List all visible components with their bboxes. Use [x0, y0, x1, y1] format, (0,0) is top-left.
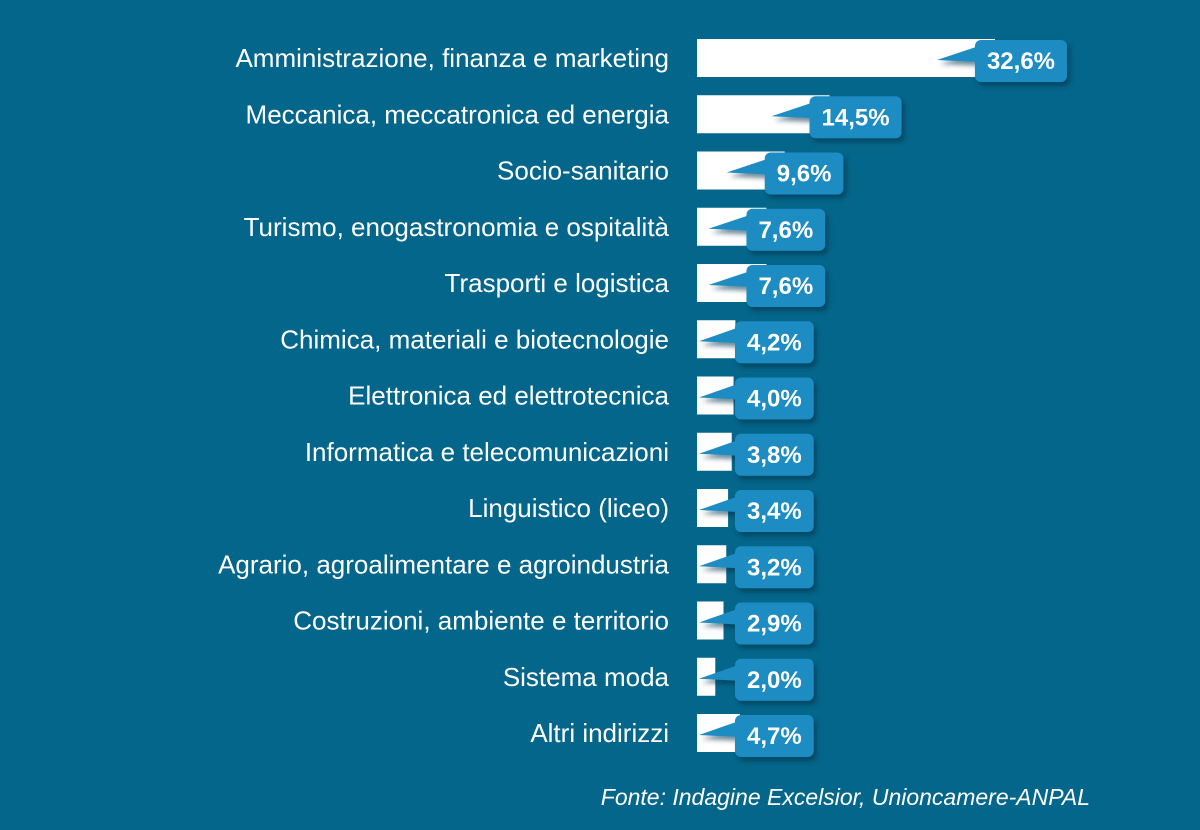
category-label: Trasporti e logistica — [445, 268, 670, 298]
value-label-text: 3,8% — [747, 442, 802, 469]
category-label: Altri indirizzi — [530, 718, 669, 748]
bar-row: Socio-sanitario 9,6% — [497, 151, 844, 195]
bar-row: Costruzioni, ambiente e territorio 2,9% — [293, 601, 814, 645]
bar-row: Trasporti e logistica 7,6% — [445, 264, 826, 307]
value-label — [708, 208, 826, 251]
value-label — [699, 377, 814, 420]
value-label-pointer — [699, 496, 739, 512]
value-label-text: 7,6% — [758, 217, 813, 244]
value-label — [699, 658, 814, 701]
value-label — [699, 546, 814, 589]
bar-row: Meccanica, meccatronica ed energia 14,5% — [246, 95, 902, 139]
category-label: Socio-sanitario — [497, 156, 669, 186]
value-label-pointer — [699, 439, 739, 456]
value-label-pointer — [699, 552, 739, 569]
value-label-box — [764, 152, 844, 195]
category-label: Turismo, enogastronomia e ospitalità — [244, 212, 670, 242]
value-label-text: 4,0% — [747, 386, 802, 413]
value-label-text: 2,0% — [747, 667, 802, 694]
category-label: Amministrazione, finanza e marketing — [235, 43, 669, 73]
value-label-box — [809, 96, 902, 139]
category-label: Meccanica, meccatronica ed energia — [246, 99, 670, 129]
bar-row: Agrario, agroalimentare e agroindustria 3… — [218, 545, 814, 589]
bar-row: Sistema moda 2,0% — [503, 657, 814, 701]
category-label: Linguistico (liceo) — [468, 493, 669, 523]
value-label-box — [735, 715, 814, 757]
value-label-pointer — [771, 102, 814, 119]
value-label-pointer — [699, 721, 739, 737]
value-label-text: 4,2% — [747, 329, 802, 356]
category-label: Costruzioni, ambiente e territorio — [293, 606, 669, 636]
value-label — [699, 321, 814, 364]
value-label-box — [974, 40, 1068, 82]
category-label: Sistema moda — [503, 662, 670, 692]
value-label-pointer — [699, 664, 739, 681]
value-label-text: 3,2% — [747, 554, 802, 581]
bar-row: Elettronica ed elettrotecnica 4,0% — [348, 376, 814, 420]
value-label-box — [746, 265, 826, 307]
value-label-box — [735, 658, 814, 701]
category-label: Informatica e telecomunicazioni — [305, 437, 669, 467]
value-label-box — [735, 602, 814, 645]
bar-row: Amministrazione, finanza e marketing 32,6… — [235, 39, 1068, 82]
value-label-box — [735, 433, 814, 476]
value-label — [936, 40, 1068, 82]
bar-row: Informatica e telecomunicazioni 3,8% — [305, 432, 814, 476]
value-label-pointer — [708, 271, 751, 287]
source-note: Fonte: Indagine Excelsior, Unioncamere-A… — [600, 784, 1090, 810]
value-label-text: 7,6% — [758, 273, 813, 300]
value-label-pointer — [708, 214, 751, 231]
category-label: Chimica, materiali e biotecnologie — [280, 324, 669, 354]
value-label-pointer — [699, 383, 739, 400]
category-label: Elettronica ed elettrotecnica — [348, 381, 669, 411]
bar-row: Chimica, materiali e biotecnologie 4,2% — [280, 320, 814, 364]
value-label-text: 3,4% — [747, 498, 802, 525]
value-label-pointer — [936, 46, 979, 62]
value-label-box — [746, 208, 826, 251]
category-label: Agrario, agroalimentare e agroindustria — [218, 549, 669, 579]
value-label — [699, 433, 814, 476]
value-label — [699, 715, 814, 757]
value-label — [771, 96, 902, 139]
bar-row: Turismo, enogastronomia e ospitalità 7,6% — [244, 207, 826, 251]
value-label-text: 4,7% — [747, 723, 802, 750]
bar-row: Altri indirizzi 4,7% — [530, 714, 814, 757]
value-label-pointer — [699, 608, 739, 625]
value-label-box — [735, 321, 814, 364]
value-label-text: 2,9% — [747, 611, 802, 638]
value-label — [708, 265, 826, 307]
value-label-text: 32,6% — [987, 48, 1055, 75]
value-label — [726, 152, 844, 195]
value-label-pointer — [699, 327, 739, 344]
value-label-box — [735, 546, 814, 589]
value-label — [699, 490, 814, 532]
value-label-box — [735, 377, 814, 420]
value-label-pointer — [726, 158, 769, 175]
value-label-text: 9,6% — [777, 161, 832, 188]
bar-row: Linguistico (liceo) 3,4% — [468, 489, 814, 532]
value-label-box — [735, 490, 814, 532]
value-label-text: 14,5% — [822, 104, 890, 131]
value-label — [699, 602, 814, 645]
